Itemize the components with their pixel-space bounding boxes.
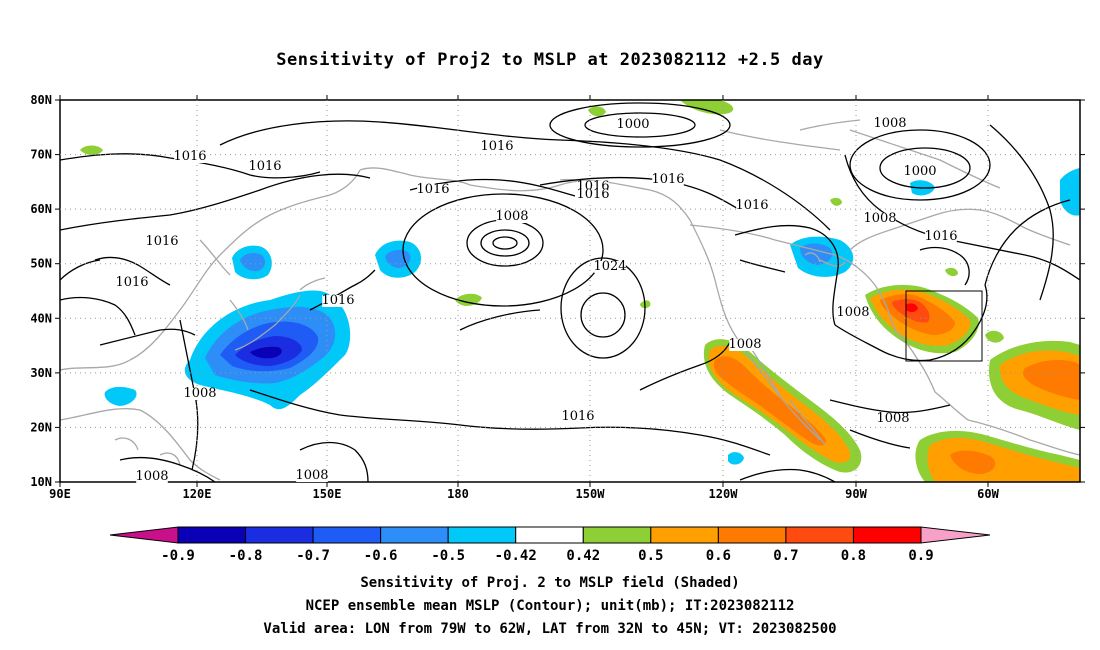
colorbar-high-end	[920, 526, 991, 544]
colorbar-label: 0.42	[566, 548, 600, 564]
contour-label: 1024	[593, 259, 626, 274]
contour-labels: 1000 1008 1000 1016 1016 1016 1016 1016 1016 1016…	[115, 116, 957, 484]
caption-line-2: NCEP ensemble mean MSLP (Contour); unit(…	[305, 598, 795, 614]
lon-label: 150W	[576, 487, 606, 501]
contour-label: 1016	[321, 293, 354, 308]
contour-label: 1008	[873, 116, 906, 131]
contour-label: 1016	[576, 187, 609, 202]
contour-label: 1008	[863, 211, 896, 226]
map-area	[60, 100, 1080, 482]
valid-area-box	[905, 290, 983, 362]
contour-label: 1016	[480, 139, 513, 154]
colorbar-swatch	[785, 526, 854, 544]
colorbar-label: -0.5	[431, 548, 465, 564]
lat-label: 10N	[30, 475, 52, 489]
longitude-labels: 90E 120E 150E 180 150W 120W 90W 60W	[49, 487, 999, 501]
lat-label: 80N	[30, 93, 52, 107]
colorbar-swatch	[650, 526, 719, 544]
colorbar-swatch	[177, 526, 247, 544]
colorbar-label: 0.5	[638, 548, 663, 564]
map-frame	[59, 99, 1081, 483]
colorbar-swatch	[717, 526, 787, 544]
colorbar-swatch	[582, 526, 652, 544]
lat-label: 50N	[30, 257, 52, 271]
caption-line-1: Sensitivity of Proj. 2 to MSLP field (Sh…	[360, 575, 740, 591]
colorbar-label: -0.7	[296, 548, 330, 564]
colorbar-label: 0.9	[908, 548, 933, 564]
colorbar-swatch	[380, 526, 449, 544]
contour-label: 1016	[416, 182, 449, 197]
mslp-contours	[60, 102, 1080, 482]
gridlines	[55, 95, 1085, 487]
latitude-labels: 80N 70N 60N 50N 40N 30N 20N 10N	[30, 93, 52, 489]
colorbar-label: -0.42	[495, 548, 537, 564]
contour-label: 1016	[115, 275, 148, 290]
contour-label: 1000	[616, 117, 649, 132]
contour-label: 1000	[903, 164, 936, 179]
contour-label: 1008	[135, 469, 168, 484]
contour-label: 1008	[183, 386, 216, 401]
chart-title: Sensitivity of Proj2 to MSLP at 20230821…	[276, 50, 824, 70]
lon-label: 150E	[313, 487, 342, 501]
lon-label: 90W	[845, 487, 867, 501]
colorbar-label: -0.9	[161, 548, 195, 564]
lon-label: 90E	[49, 487, 71, 501]
colorbar-label: 0.6	[706, 548, 731, 564]
contour-label: 1008	[295, 468, 328, 483]
colorbar-label: -0.6	[364, 548, 398, 564]
contour-label: 1008	[495, 209, 528, 224]
colorbar-swatch	[312, 526, 382, 544]
colorbar-swatch	[447, 526, 517, 544]
contour-label: 1016	[248, 159, 281, 174]
colorbar-swatch	[852, 526, 922, 544]
lon-label: 120W	[709, 487, 739, 501]
lat-label: 40N	[30, 311, 52, 325]
contour-label: 1016	[561, 409, 594, 424]
lat-label: 60N	[30, 202, 52, 216]
contour-label: 1016	[735, 198, 768, 213]
lon-label: 120E	[183, 487, 212, 501]
colorbar-label: 0.7	[773, 548, 798, 564]
contour-label: 1016	[145, 234, 178, 249]
contour-label: 1016	[651, 172, 684, 187]
colorbar-label: -0.8	[229, 548, 263, 564]
colorbar-label: 0.8	[841, 548, 866, 564]
contour-label: 1008	[836, 305, 869, 320]
contour-label: 1016	[924, 229, 957, 244]
contour-label: 1008	[728, 337, 761, 352]
caption-line-3: Valid area: LON from 79W to 62W, LAT fro…	[263, 621, 837, 637]
lat-label: 70N	[30, 148, 52, 162]
contour-label: 1016	[173, 149, 206, 164]
lon-label: 180	[447, 487, 469, 501]
lat-label: 20N	[30, 420, 52, 434]
colorbar-swatch	[515, 526, 584, 544]
lat-label: 30N	[30, 366, 52, 380]
contour-label: 1008	[876, 411, 909, 426]
colorbar-low-end	[109, 526, 179, 544]
coastlines	[60, 119, 1080, 481]
colorbar-swatch	[245, 526, 314, 544]
colorbar: -0.9 -0.8 -0.7 -0.6 -0.5 -0.42 0.42 0.5 0.6 0.7 0.…	[109, 526, 991, 564]
sensitivity-shading	[80, 100, 1080, 482]
lon-label: 60W	[977, 487, 999, 501]
